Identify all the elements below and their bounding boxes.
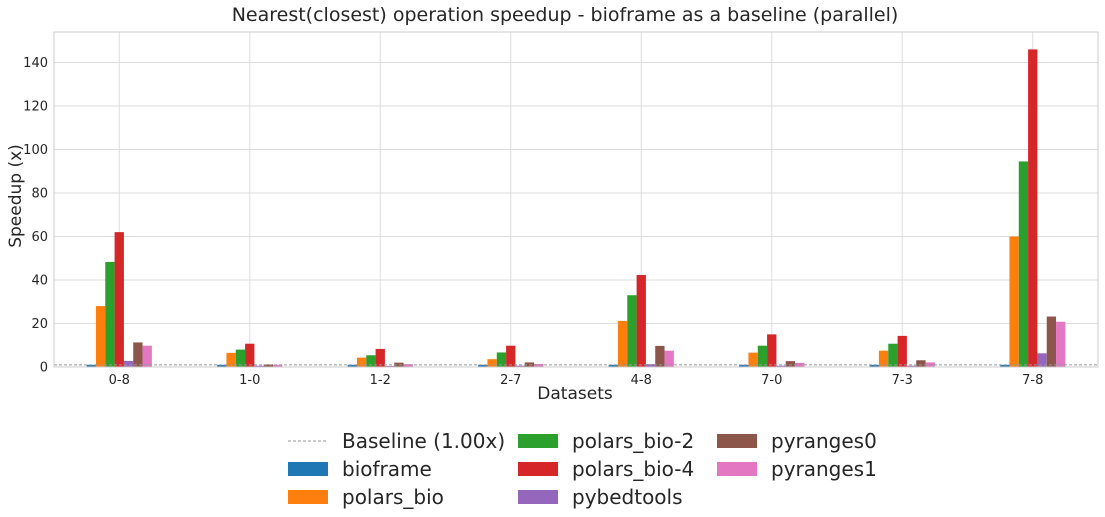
bar-pybedtools-4-8 [645, 364, 656, 367]
legend: Baseline (1.00x) bioframe polars_bio polars… [288, 429, 877, 509]
legend-label: polars_bio [342, 485, 444, 509]
y-axis-label: Speedup (x) [6, 144, 26, 248]
bar-bioframe-0-8 [86, 364, 96, 367]
legend-label: pybedtools [572, 485, 683, 509]
bar-polars_bio-4-8 [617, 320, 628, 367]
y-tick-label: 0 [40, 361, 48, 376]
legend-swatch-polars_bio-4 [518, 462, 558, 476]
bar-bioframe-4-8 [608, 364, 618, 367]
bar-polars_bio-4-1-0 [245, 343, 255, 367]
bar-pyranges1-7-8 [1056, 321, 1066, 367]
legend-label: pyranges1 [771, 457, 877, 481]
bar-pybedtools-0-8 [123, 360, 134, 367]
legend-swatch-pyranges0 [717, 434, 757, 448]
bar-polars_bio-4-0-8 [114, 232, 124, 367]
x-gridlines [118, 32, 1034, 367]
bar-polars_bio-1-0 [226, 352, 236, 367]
x-tick-label: 4-8 [631, 373, 652, 388]
x-tick-label: 1-0 [239, 373, 260, 388]
x-tick-label: 7-8 [1022, 373, 1043, 388]
bar-bioframe-2-7 [478, 364, 488, 367]
y-tick-label: 140 [23, 56, 48, 71]
bar-polars_bio-1-2 [356, 357, 367, 367]
bar-polars_bio-4-7-3 [897, 335, 907, 367]
bar-polars_bio-2-0-8 [105, 261, 115, 367]
legend-label: bioframe [342, 457, 432, 481]
y-tick-label: 20 [31, 317, 48, 332]
bar-bioframe-7-8 [1000, 364, 1010, 367]
bar-pybedtools-7-3 [906, 365, 917, 367]
bar-polars_bio-4-7-0 [767, 334, 777, 367]
legend-swatch-polars_bio [288, 490, 328, 504]
bar-pyranges0-4-8 [655, 345, 665, 367]
bar-polars_bio-7-0 [748, 352, 758, 367]
bar-polars_bio-4-1-2 [375, 348, 385, 367]
bar-pybedtools-7-0 [776, 365, 786, 367]
bar-pyranges1-0-8 [142, 345, 152, 367]
bar-polars_bio-7-3 [878, 350, 889, 367]
bar-pyranges0-7-0 [785, 361, 796, 367]
bar-pyranges1-1-0 [273, 364, 283, 367]
bar-polars_bio-4-7-8 [1028, 49, 1038, 368]
bar-polars_bio-4-2-7 [506, 345, 516, 367]
y-tick-label: 100 [23, 143, 48, 158]
y-gridlines [54, 61, 1098, 368]
x-tick-label: 2-7 [500, 373, 521, 388]
x-axis-label: Datasets [537, 384, 613, 404]
legend-swatch-polars_bio-2 [518, 434, 558, 448]
legend-label: pyranges0 [771, 429, 877, 453]
y-tick-label: 80 [31, 186, 48, 201]
bar-polars_bio-2-1-2 [366, 355, 376, 367]
legend-label: polars_bio-4 [572, 457, 694, 481]
bar-polars_bio-2-2-7 [496, 352, 507, 367]
x-tick-labels: 0-8 1-0 1-2 2-7 4-8 7-0 7-3 7-8 [109, 373, 1044, 388]
bar-pyranges1-2-7 [534, 363, 544, 367]
legend-swatch-pybedtools [518, 490, 558, 504]
bar-polars_bio-2-1-0 [235, 349, 246, 367]
y-tick-label: 120 [23, 99, 48, 114]
bar-pyranges0-7-8 [1046, 316, 1057, 367]
bar-bioframe-1-2 [347, 364, 357, 367]
bar-pybedtools-2-7 [515, 365, 525, 367]
bar-pyranges0-7-3 [916, 360, 926, 367]
bar-polars_bio-2-7-8 [1018, 161, 1029, 367]
bar-polars_bio-0-8 [95, 306, 106, 367]
x-tick-label: 7-3 [892, 373, 913, 388]
y-tick-label: 40 [31, 273, 48, 288]
bar-polars_bio-7-8 [1009, 236, 1019, 367]
bar-polars_bio-2-7 [487, 359, 497, 367]
x-tick-label: 0-8 [109, 373, 130, 388]
chart-title: Nearest(closest) operation speedup - bio… [232, 4, 899, 26]
y-tick-labels: 0 20 40 60 80 100 120 140 [23, 56, 48, 376]
legend-swatch-pyranges1 [717, 462, 757, 476]
bar-pyranges0-1-2 [394, 362, 404, 367]
bar-polars_bio-2-4-8 [627, 295, 637, 367]
bars [86, 49, 1066, 368]
bar-polars_bio-4-4-8 [636, 274, 646, 367]
bar-pybedtools-7-8 [1037, 353, 1047, 367]
bar-bioframe-7-3 [869, 364, 879, 367]
bar-pybedtools-1-0 [254, 365, 264, 367]
bar-bioframe-1-0 [217, 364, 227, 367]
legend-label: polars_bio-2 [572, 429, 694, 453]
x-tick-label: 1-2 [370, 373, 391, 388]
bar-pybedtools-1-2 [384, 365, 395, 367]
bar-pyranges0-0-8 [133, 342, 143, 367]
bar-bioframe-7-0 [739, 364, 749, 367]
bar-polars_bio-2-7-3 [888, 343, 898, 367]
legend-label: Baseline (1.00x) [342, 429, 505, 453]
legend-swatch-bioframe [288, 462, 328, 476]
bar-polars_bio-2-7-0 [757, 345, 768, 367]
y-tick-label: 60 [31, 230, 48, 245]
bar-pyranges1-1-2 [403, 364, 413, 367]
plot-frame [53, 31, 1099, 368]
bar-pyranges1-4-8 [664, 350, 674, 367]
x-tick-label: 7-0 [761, 373, 782, 388]
bar-pyranges0-1-0 [263, 364, 274, 367]
